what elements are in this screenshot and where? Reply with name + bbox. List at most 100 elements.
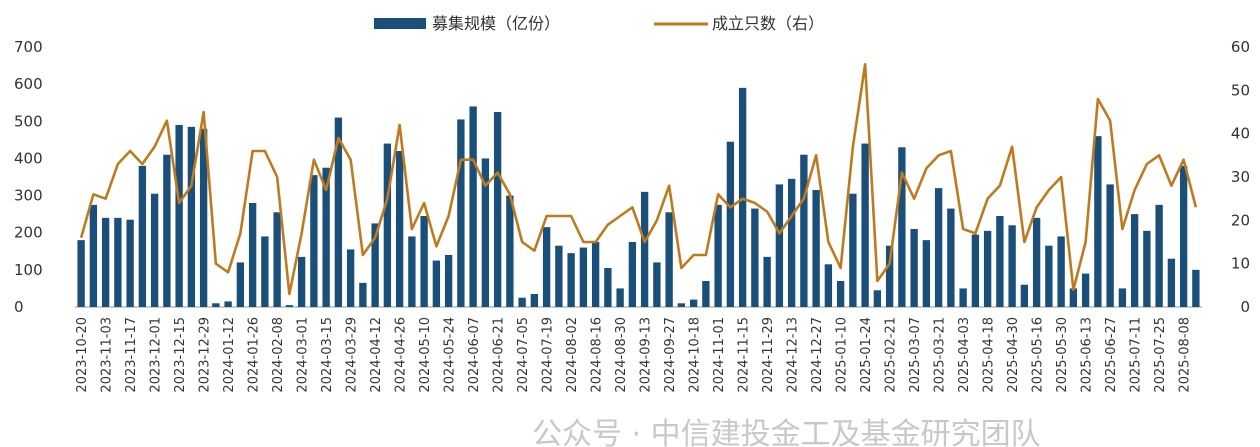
bar: [322, 167, 330, 307]
bar: [150, 193, 159, 307]
bar: [653, 262, 661, 307]
bar: [310, 175, 318, 307]
bar: [910, 229, 918, 307]
bar: [138, 165, 147, 307]
bar: [836, 281, 845, 307]
x-tick-label: 2025-03-07: [908, 317, 923, 393]
x-tick-label: 2025-04-18: [982, 317, 997, 393]
bar-series: [77, 87, 1200, 308]
x-tick-label: 2024-11-15: [737, 317, 752, 393]
x-tick-label: 2024-04-26: [394, 317, 409, 393]
bar: [763, 256, 771, 307]
bar: [1118, 288, 1127, 307]
x-tick-label: 2024-09-13: [639, 317, 654, 393]
right-tick-label: 60: [1231, 38, 1250, 56]
x-tick-label: 2025-08-08: [1178, 317, 1193, 393]
bar: [628, 242, 637, 307]
x-tick-label: 2024-08-30: [614, 317, 629, 393]
legend-bar-label: 募集规模（亿份）: [432, 14, 560, 33]
left-tick-label: 100: [14, 261, 43, 279]
x-tick-label: 2025-07-25: [1153, 317, 1168, 393]
x-tick-label: 2025-04-30: [1006, 317, 1021, 393]
x-tick-label: 2024-10-18: [688, 317, 703, 393]
left-tick-label: 300: [14, 187, 43, 205]
bar: [175, 125, 183, 307]
bar: [677, 303, 686, 307]
bar: [101, 217, 110, 307]
bar: [824, 264, 833, 307]
x-tick-label: 2024-11-29: [761, 317, 776, 393]
bar: [334, 117, 343, 307]
right-tick-label: 20: [1231, 211, 1250, 229]
x-tick-label: 2024-12-13: [786, 317, 801, 393]
x-tick-label: 2024-05-10: [418, 317, 433, 393]
left-tick-label: 200: [14, 224, 43, 242]
right-axis-ticks: 0 10 20 30 40 50 60: [1231, 38, 1250, 316]
x-tick-label: 2025-06-13: [1080, 317, 1095, 393]
x-tick-label: 2024-08-02: [565, 317, 580, 393]
bar: [1081, 273, 1090, 307]
bar: [861, 143, 869, 307]
bar: [787, 178, 796, 307]
bar: [187, 126, 196, 307]
bar: [726, 141, 735, 307]
bar: [518, 297, 526, 307]
bar: [714, 204, 722, 307]
x-tick-label: 2023-11-17: [124, 317, 139, 393]
bar: [775, 184, 784, 307]
x-tick-label: 2024-06-07: [467, 317, 482, 393]
x-tick-label: 2024-07-19: [541, 317, 556, 393]
bar: [542, 227, 551, 307]
x-tick-label: 2023-11-03: [100, 317, 115, 393]
bar: [248, 203, 257, 307]
right-tick-label: 30: [1231, 168, 1250, 186]
left-tick-label: 600: [14, 75, 43, 93]
left-tick-label: 500: [14, 112, 43, 130]
right-tick-label: 40: [1231, 125, 1250, 143]
x-tick-label: 2023-10-20: [75, 317, 90, 393]
x-tick-label: 2024-03-15: [320, 317, 335, 393]
x-tick-label: 2024-05-24: [443, 317, 458, 393]
bar: [1045, 245, 1053, 307]
watermark: 公众号 · 中信建投金工及基金研究团队: [532, 417, 1041, 447]
bar: [261, 236, 269, 307]
bar: [469, 106, 477, 308]
legend: 募集规模（亿份） 成立只数（右）: [374, 14, 824, 33]
bar: [996, 216, 1004, 307]
right-tick-label: 10: [1231, 255, 1250, 273]
bar: [371, 223, 379, 307]
bar: [1167, 258, 1176, 307]
bar: [751, 208, 759, 307]
x-tick-label: 2025-07-11: [1129, 317, 1144, 393]
bar: [346, 249, 355, 307]
line-series: [79, 63, 1198, 296]
bar: [812, 190, 820, 307]
bar: [555, 245, 563, 307]
bar: [395, 151, 404, 307]
x-tick-label: 2024-04-12: [369, 317, 384, 393]
bar: [1069, 288, 1078, 307]
bar: [506, 195, 514, 307]
bar: [885, 245, 894, 307]
x-tick-label: 2025-01-10: [835, 317, 850, 393]
bar: [983, 230, 992, 307]
bar: [1192, 269, 1200, 307]
x-tick-label: 2025-02-21: [884, 317, 899, 393]
bar: [971, 234, 980, 307]
bar: [849, 193, 857, 307]
bar: [273, 212, 281, 307]
line-series-path: [79, 63, 1198, 296]
left-tick-label: 700: [14, 38, 43, 56]
right-tick-label: 0: [1240, 298, 1250, 316]
bar: [285, 305, 294, 307]
bar: [1032, 217, 1041, 307]
bar: [616, 288, 624, 307]
bar: [89, 204, 98, 307]
bar: [873, 290, 882, 307]
bar: [1020, 284, 1029, 307]
bar: [1094, 136, 1102, 307]
bar: [432, 260, 441, 307]
x-tick-label: 2024-12-27: [810, 317, 825, 393]
bar: [297, 256, 306, 307]
x-tick-label: 2025-03-21: [933, 317, 948, 393]
